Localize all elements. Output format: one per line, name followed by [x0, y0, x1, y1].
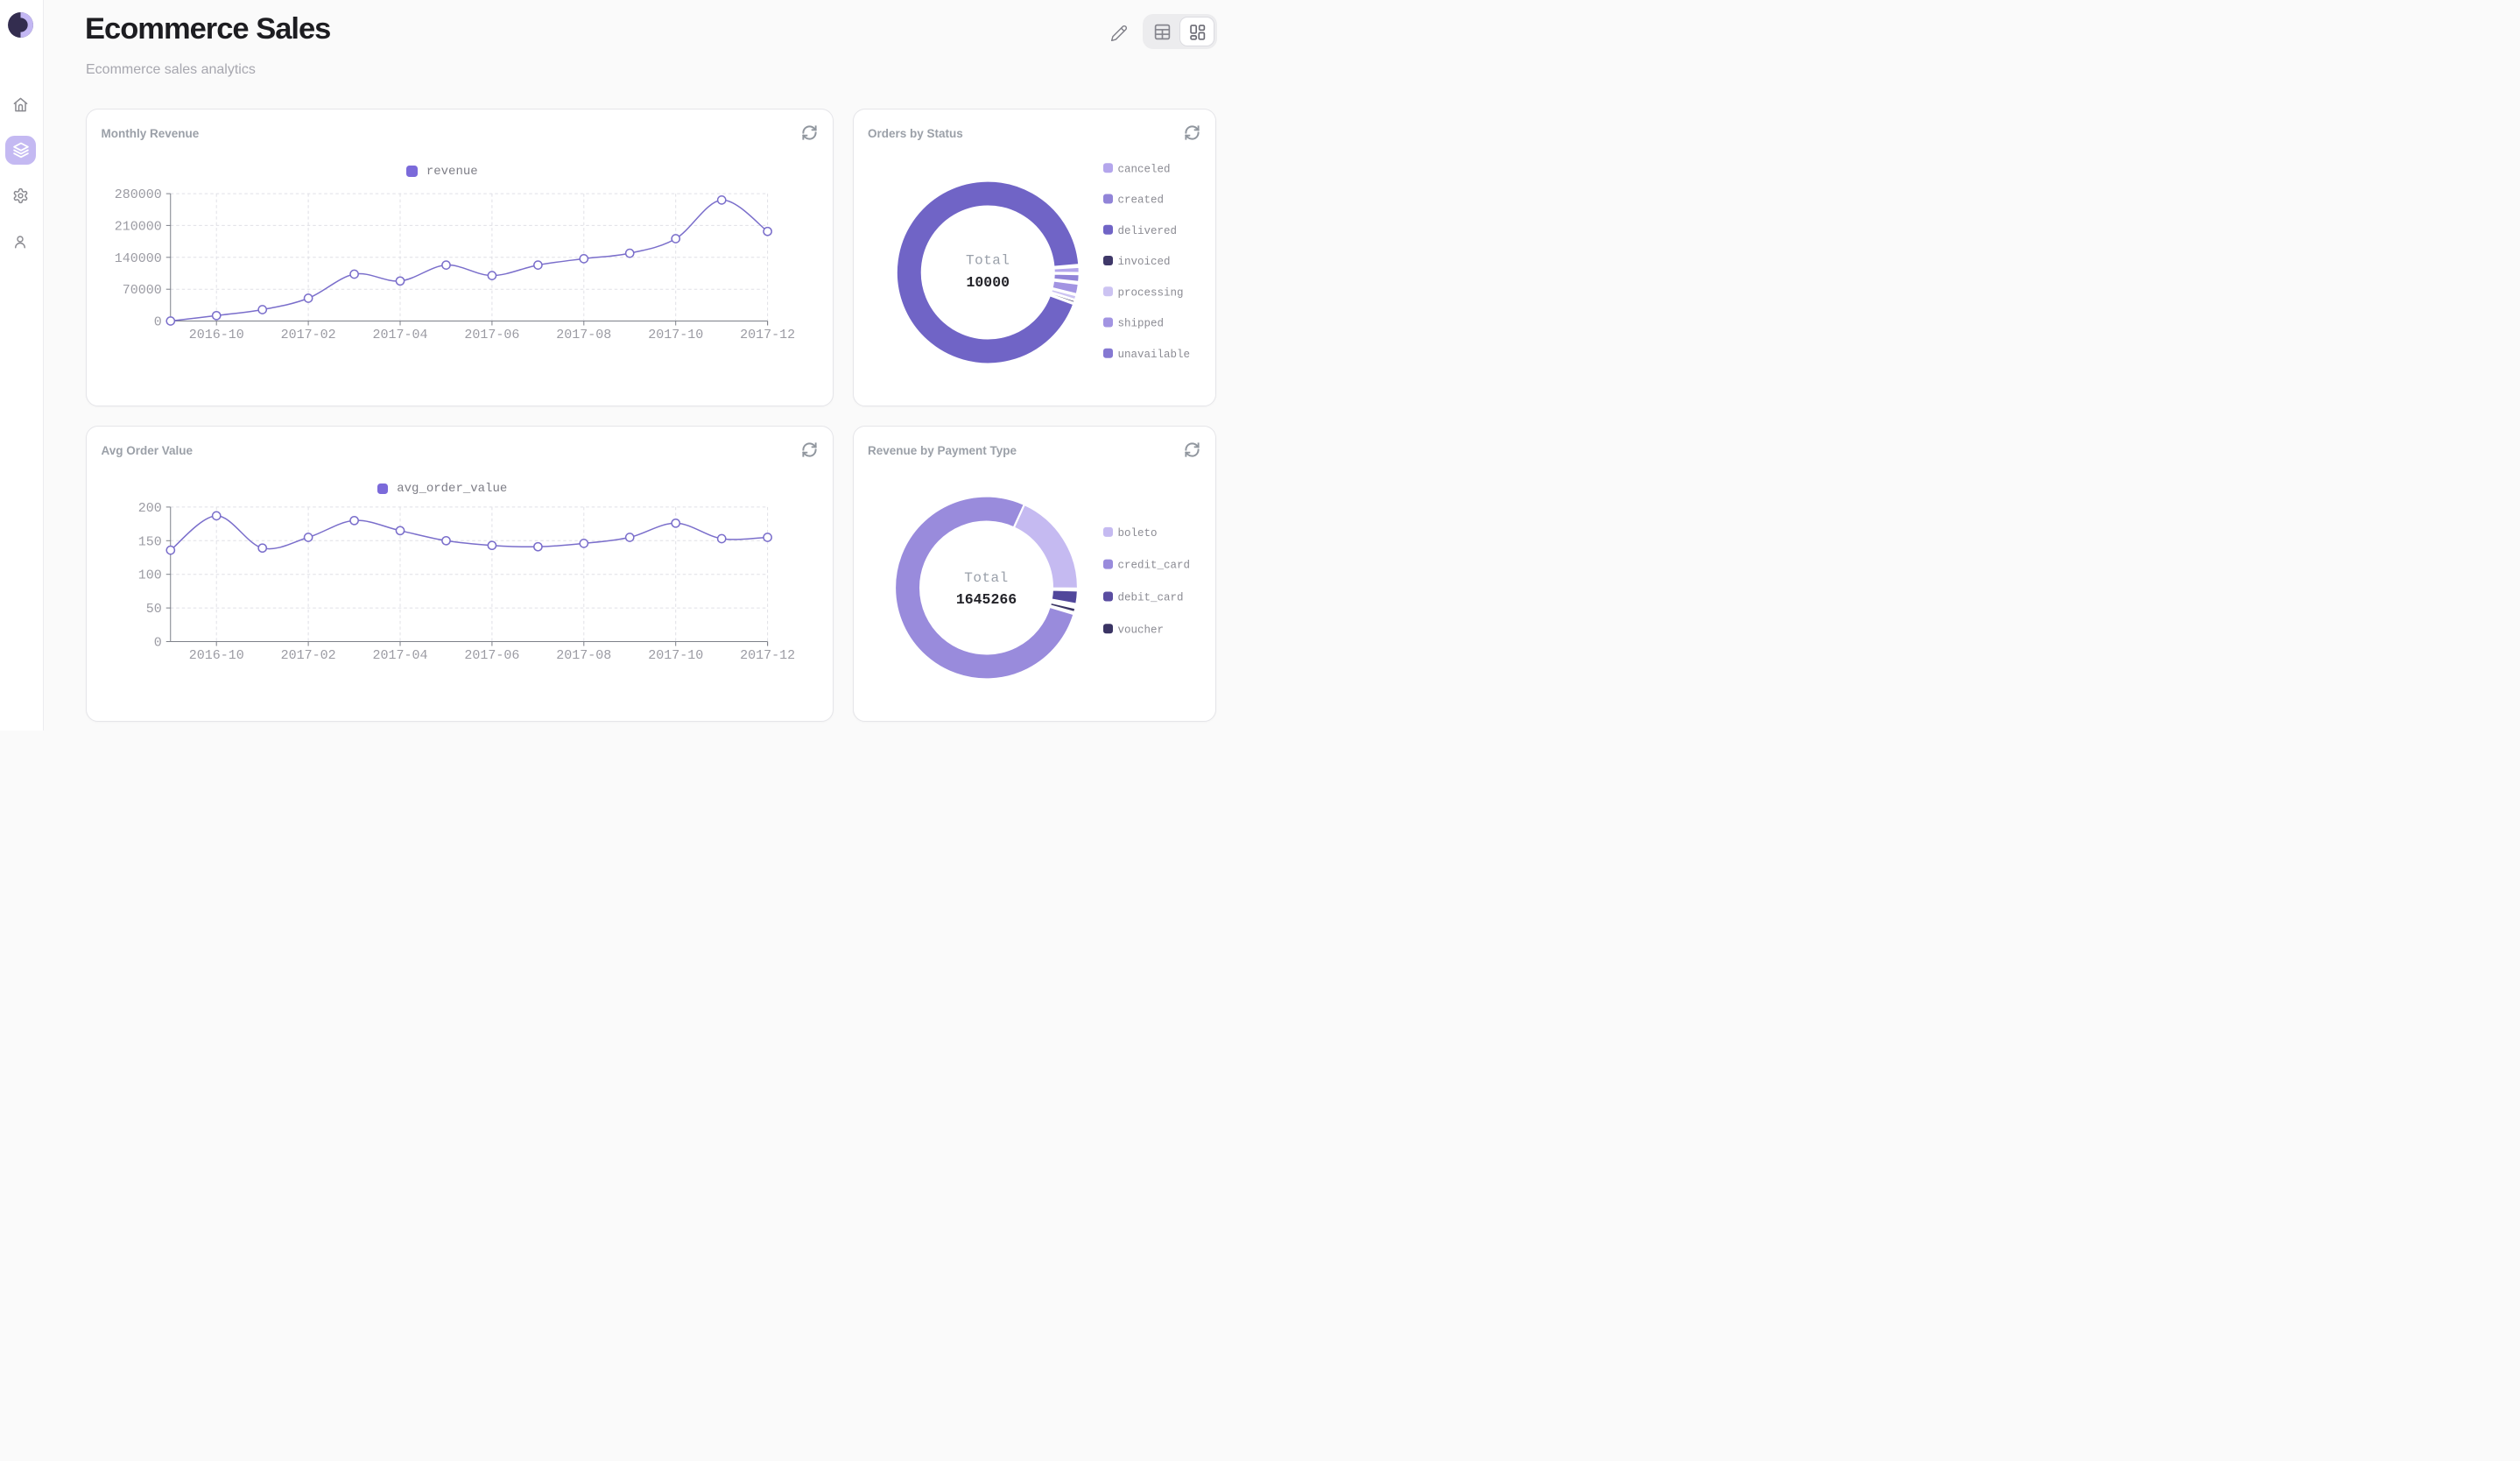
- svg-text:210000: 210000: [115, 219, 162, 234]
- svg-text:credit_card: credit_card: [1117, 560, 1190, 572]
- svg-text:shipped: shipped: [1117, 317, 1164, 329]
- svg-text:2017-10: 2017-10: [648, 328, 703, 342]
- svg-text:2017-12: 2017-12: [740, 648, 795, 663]
- svg-text:2016-10: 2016-10: [189, 648, 244, 663]
- svg-text:unavailable: unavailable: [1117, 348, 1190, 360]
- svg-text:canceled: canceled: [1117, 163, 1170, 175]
- svg-text:200: 200: [138, 501, 162, 516]
- svg-text:Total: Total: [964, 570, 1009, 586]
- svg-text:2017-12: 2017-12: [740, 328, 795, 342]
- svg-text:100: 100: [138, 568, 162, 583]
- svg-text:delivered: delivered: [1117, 224, 1177, 236]
- svg-text:2017-02: 2017-02: [281, 648, 336, 663]
- svg-text:invoiced: invoiced: [1117, 256, 1170, 268]
- svg-text:2017-04: 2017-04: [372, 648, 427, 663]
- svg-text:processing: processing: [1117, 286, 1183, 299]
- svg-text:150: 150: [138, 534, 162, 549]
- svg-text:2017-08: 2017-08: [556, 648, 611, 663]
- svg-text:70000: 70000: [123, 283, 162, 298]
- svg-text:2017-06: 2017-06: [464, 328, 519, 342]
- svg-text:2017-02: 2017-02: [281, 328, 336, 342]
- svg-text:2017-10: 2017-10: [648, 648, 703, 663]
- svg-text:10000: 10000: [966, 274, 1010, 291]
- svg-text:0: 0: [154, 636, 162, 651]
- svg-text:boleto: boleto: [1117, 527, 1157, 540]
- svg-text:0: 0: [154, 314, 162, 329]
- svg-text:140000: 140000: [115, 251, 162, 265]
- svg-text:2017-08: 2017-08: [556, 328, 611, 342]
- svg-text:50: 50: [146, 602, 162, 617]
- svg-text:2016-10: 2016-10: [189, 328, 244, 342]
- svg-text:2017-04: 2017-04: [372, 328, 427, 342]
- svg-text:1645266: 1645266: [955, 591, 1016, 608]
- svg-text:280000: 280000: [115, 187, 162, 202]
- svg-text:2017-06: 2017-06: [464, 648, 519, 663]
- svg-text:created: created: [1117, 194, 1164, 206]
- svg-text:Total: Total: [965, 252, 1010, 268]
- svg-text:debit_card: debit_card: [1117, 591, 1183, 603]
- svg-text:voucher: voucher: [1117, 624, 1164, 636]
